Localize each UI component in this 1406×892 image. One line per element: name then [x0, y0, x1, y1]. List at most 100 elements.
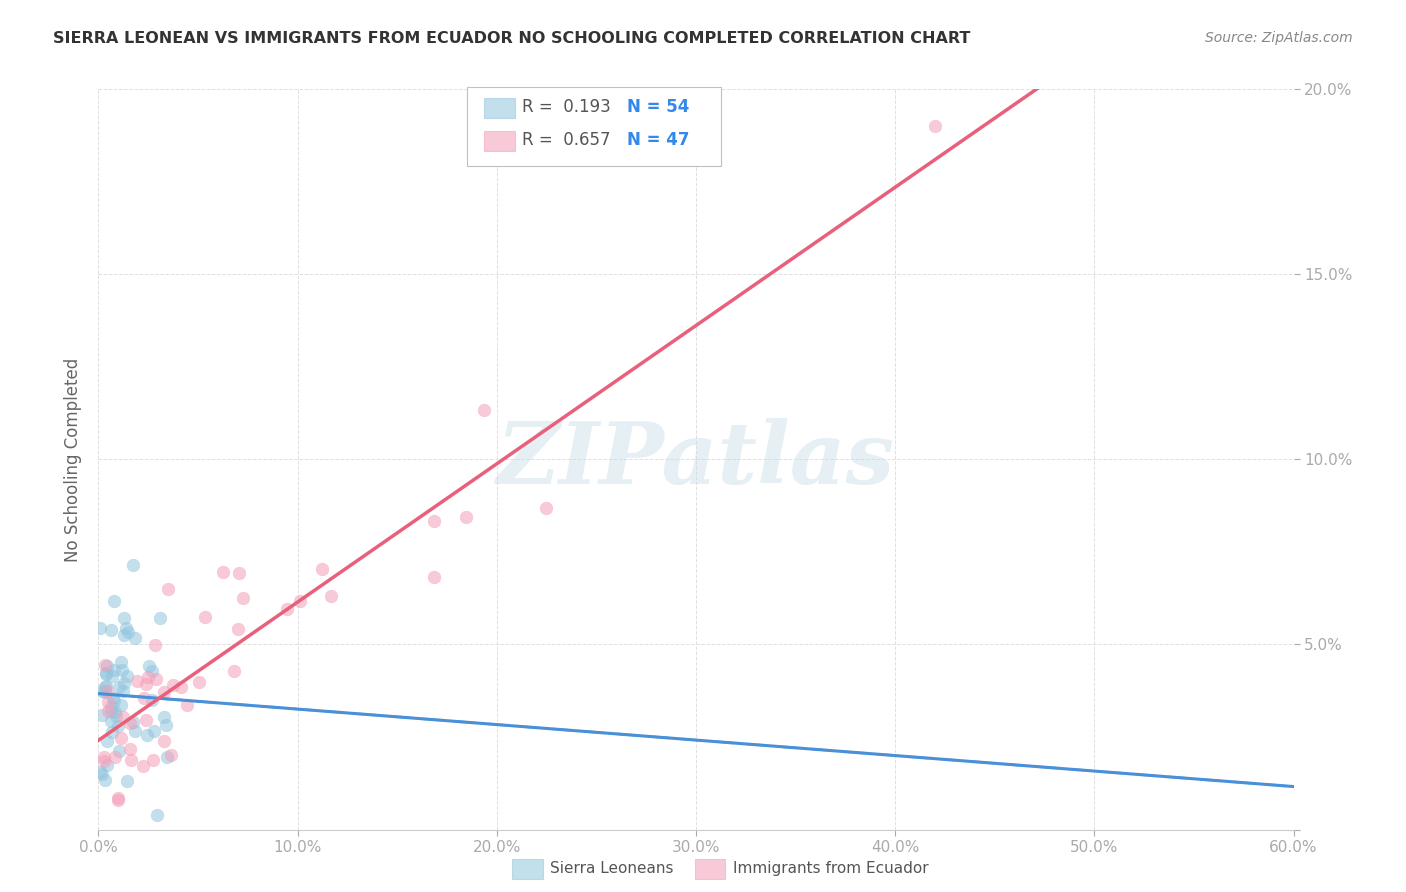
Point — [94, 666, 117, 681]
Point — [110, 655, 132, 669]
Point — [125, 674, 148, 689]
Point — [924, 119, 946, 133]
Point — [91, 708, 114, 723]
Point — [162, 678, 184, 692]
Point — [107, 681, 129, 695]
Text: Immigrants from Ecuador: Immigrants from Ecuador — [733, 862, 928, 876]
Point — [96, 666, 118, 681]
Point — [472, 403, 495, 417]
Point — [160, 748, 183, 763]
Point — [135, 714, 157, 728]
Point — [423, 515, 446, 529]
Point — [112, 710, 135, 724]
Point — [115, 668, 138, 682]
Point — [101, 690, 124, 705]
Text: N = 47: N = 47 — [627, 131, 689, 149]
Point — [288, 594, 311, 608]
Point — [187, 675, 209, 690]
Point — [117, 624, 139, 639]
Point — [145, 807, 167, 822]
Point — [118, 715, 141, 730]
Point — [156, 750, 179, 764]
Point — [101, 668, 124, 682]
Point — [135, 677, 157, 691]
Point — [91, 684, 114, 698]
Point — [212, 565, 235, 579]
Point — [169, 681, 191, 695]
Point — [136, 728, 159, 742]
Point — [89, 765, 111, 780]
Point — [454, 509, 477, 524]
Text: SIERRA LEONEAN VS IMMIGRANTS FROM ECUADOR NO SCHOOLING COMPLETED CORRELATION CHA: SIERRA LEONEAN VS IMMIGRANTS FROM ECUADO… — [53, 31, 970, 46]
Point — [155, 717, 177, 731]
Point — [124, 723, 146, 738]
Point — [143, 638, 166, 652]
Point — [96, 659, 118, 673]
Point — [108, 743, 131, 757]
Text: R =  0.657: R = 0.657 — [522, 131, 610, 149]
Point — [107, 719, 129, 733]
Point — [321, 589, 343, 603]
Point — [276, 602, 298, 616]
Point — [423, 570, 446, 584]
Point — [228, 566, 250, 580]
Point — [111, 683, 134, 698]
Point — [121, 558, 143, 573]
Point — [97, 694, 120, 708]
Point — [112, 676, 135, 690]
Point — [96, 758, 118, 772]
Point — [142, 753, 165, 767]
Point — [93, 750, 115, 764]
Point — [311, 562, 333, 576]
Point — [120, 753, 142, 767]
Point — [96, 680, 118, 694]
Point — [157, 582, 180, 596]
Point — [107, 793, 129, 807]
Point — [105, 709, 128, 723]
Point — [110, 698, 132, 713]
Point — [94, 680, 117, 694]
Point — [121, 714, 143, 729]
Point — [152, 710, 174, 724]
Point — [534, 501, 557, 516]
Point — [100, 704, 122, 718]
Point — [141, 664, 163, 678]
Point — [153, 734, 176, 748]
Point — [100, 699, 122, 714]
Point — [231, 591, 253, 605]
Point — [103, 694, 125, 708]
Text: ZIPatlas: ZIPatlas — [496, 417, 896, 501]
Text: Sierra Leoneans: Sierra Leoneans — [550, 862, 673, 876]
Point — [93, 773, 115, 788]
Point — [110, 731, 132, 746]
Point — [115, 621, 138, 635]
Point — [124, 632, 146, 646]
Point — [93, 657, 115, 672]
Text: Source: ZipAtlas.com: Source: ZipAtlas.com — [1205, 31, 1353, 45]
Point — [100, 714, 122, 728]
Point — [93, 754, 115, 768]
Y-axis label: No Schooling Completed: No Schooling Completed — [63, 358, 82, 561]
Point — [132, 690, 155, 705]
Point — [96, 704, 118, 718]
Point — [224, 664, 246, 678]
Point — [103, 594, 125, 608]
Point — [153, 685, 176, 699]
Point — [91, 767, 114, 781]
Point — [226, 622, 249, 636]
Point — [145, 672, 167, 686]
Point — [136, 669, 159, 683]
Point — [118, 742, 141, 756]
Point — [100, 624, 122, 638]
Point — [138, 659, 160, 673]
Point — [104, 705, 127, 719]
Point — [115, 774, 138, 789]
Point — [104, 749, 127, 764]
Point — [101, 724, 124, 739]
Point — [143, 724, 166, 739]
Point — [111, 663, 134, 677]
Point — [89, 621, 111, 635]
Text: R =  0.193: R = 0.193 — [522, 98, 610, 116]
Point — [96, 734, 118, 748]
Point — [103, 663, 125, 677]
